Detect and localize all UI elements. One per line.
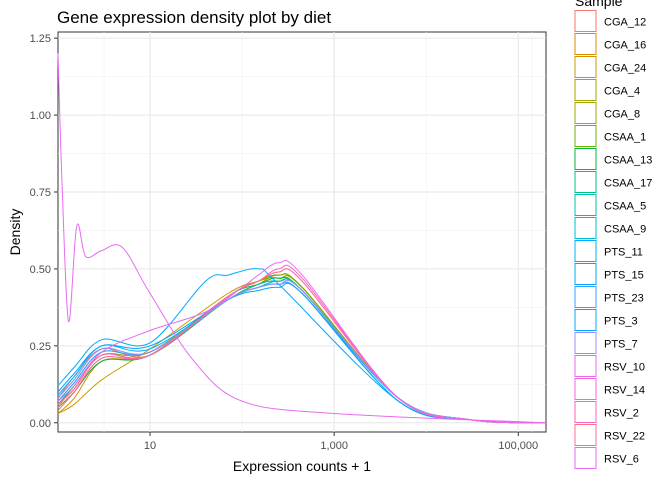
legend-key-CGA_8: [574, 102, 597, 124]
legend-key-CGA_12: [574, 10, 597, 32]
legend: Sample CGA_12 CGA_16 CGA_24 CGA_4 CGA_8 CSAA_…: [574, 0, 652, 469]
legend-key-PTS_7: [574, 332, 597, 354]
series-line-RSV_6: [57, 259, 547, 424]
grid-lines: [58, 32, 546, 432]
legend-label: CGA_12: [604, 17, 646, 29]
legend-label: PTS_15: [604, 270, 644, 282]
legend-key-PTS_3: [574, 309, 597, 331]
chart-title: Gene expression density plot by diet: [57, 8, 331, 27]
legend-key-RSV_14: [574, 378, 597, 400]
legend-key-RSV_6: [574, 447, 597, 469]
legend-label: RSV_14: [604, 385, 645, 397]
x-axis: 10 1,000 100,000: [144, 432, 538, 452]
legend-key-PTS_23: [574, 286, 597, 308]
legend-label: PTS_11: [604, 247, 643, 259]
legend-key-PTS_11: [574, 240, 597, 262]
series-line-PTS_3: [57, 268, 547, 424]
legend-label: RSV_22: [604, 431, 645, 443]
legend-label: RSV_10: [604, 362, 645, 374]
legend-key-CGA_16: [574, 33, 597, 55]
legend-label: RSV_6: [604, 454, 639, 466]
legend-key-CSAA_1: [574, 125, 597, 147]
legend-key-CGA_4: [574, 79, 597, 101]
legend-label: PTS_23: [604, 293, 644, 305]
legend-title: Sample: [575, 0, 623, 9]
series-line-PTS_7: [57, 279, 547, 424]
x-axis-title: Expression counts + 1: [233, 458, 371, 474]
legend-key-CGA_24: [574, 56, 597, 78]
legend-key-CSAA_5: [574, 194, 597, 216]
plot-panel: [57, 31, 547, 433]
legend-key-RSV_10: [574, 355, 597, 377]
y-axis: 0.00 0.25 0.50 0.75 1.00 1.25: [30, 33, 58, 430]
legend-key-CSAA_9: [574, 217, 597, 239]
legend-key-RSV_2: [574, 401, 597, 423]
legend-key-CSAA_13: [574, 148, 597, 170]
x-tick-label: 10: [144, 440, 156, 452]
series-line-RSV_22: [57, 268, 547, 424]
legend-label: PTS_3: [604, 316, 638, 328]
legend-label: CSAA_9: [604, 224, 646, 236]
legend-label: CSAA_17: [604, 178, 652, 190]
legend-label: CGA_8: [604, 109, 640, 121]
y-tick-label: 1.25: [30, 33, 51, 45]
legend-label: CGA_24: [604, 63, 646, 75]
y-tick-label: 1.00: [30, 110, 51, 122]
legend-label: CSAA_13: [604, 155, 652, 167]
y-tick-label: 0.25: [30, 341, 51, 353]
legend-key-CSAA_17: [574, 171, 597, 193]
y-tick-label: 0.50: [30, 264, 51, 276]
x-tick-label: 1,000: [320, 440, 348, 452]
legend-label: CSAA_5: [604, 201, 646, 213]
legend-key-PTS_15: [574, 263, 597, 285]
legend-key-RSV_22: [574, 424, 597, 446]
x-tick-label: 100,000: [498, 440, 538, 452]
y-axis-title: Density: [7, 209, 23, 256]
series-line-RSV_10: [57, 53, 547, 424]
legend-label: RSV_2: [604, 408, 639, 420]
legend-label: CSAA_1: [604, 132, 646, 144]
y-tick-label: 0.75: [30, 187, 51, 199]
legend-label: CGA_16: [604, 40, 646, 52]
y-tick-label: 0.00: [30, 418, 51, 430]
series-layer: [57, 53, 547, 424]
legend-label: PTS_7: [604, 339, 638, 351]
legend-label: CGA_4: [604, 86, 640, 98]
